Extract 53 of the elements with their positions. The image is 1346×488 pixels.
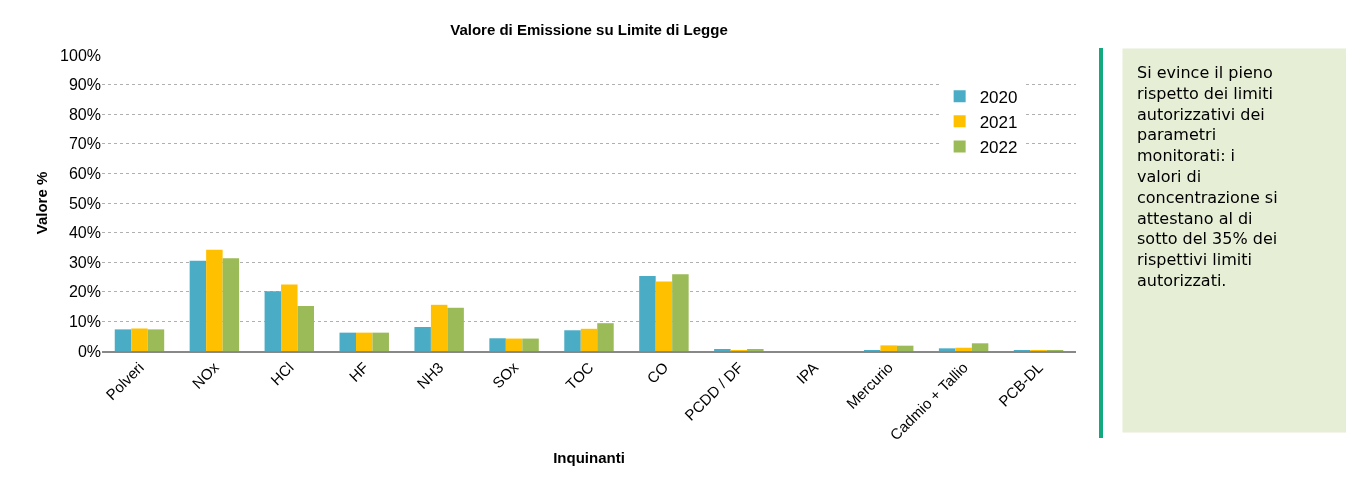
chart-title: Valore di Emissione su Limite di Legge (450, 21, 728, 39)
bar (206, 249, 223, 351)
bar (938, 348, 956, 351)
bar (414, 327, 431, 351)
y-tick-label: 70% (68, 135, 101, 153)
y-tick-label: 20% (68, 283, 101, 301)
x-tick-label: HF (345, 358, 372, 385)
bar (430, 304, 448, 351)
x-tick-label: IPA (792, 358, 822, 387)
y-tick-label: 80% (68, 105, 101, 123)
y-tick-label: 10% (68, 313, 101, 330)
y-tick-label: 90% (68, 76, 101, 94)
bar (522, 338, 539, 351)
y-tick-label: 60% (68, 165, 101, 182)
bar (505, 338, 523, 351)
bar (222, 258, 240, 351)
x-tick-label: CO (643, 358, 672, 387)
x-axis-title: Inquinanti (553, 448, 625, 466)
bar (971, 343, 989, 351)
y-tick-label: 40% (68, 224, 101, 242)
bar (297, 306, 315, 351)
bar (672, 274, 689, 351)
bar (639, 276, 656, 351)
bar (372, 332, 389, 351)
y-tick-label: 50% (68, 194, 101, 212)
bar (131, 328, 148, 351)
y-tick-label: 30% (68, 253, 101, 271)
legend-label: 2020 (979, 87, 1018, 107)
bar (355, 332, 373, 351)
bar (955, 347, 972, 351)
bar (489, 338, 506, 351)
bar (896, 345, 914, 351)
bar (339, 332, 356, 351)
y-tick-label: 100% (60, 46, 101, 64)
bar (281, 284, 298, 351)
bar (147, 329, 165, 351)
bar (580, 328, 598, 351)
bar (114, 329, 132, 351)
bar (189, 260, 207, 351)
y-axis-title: Valore % (33, 171, 51, 235)
x-tick-label: HCl (267, 358, 297, 389)
bar (880, 345, 897, 351)
bar (597, 323, 614, 351)
x-tick-label: SOx (488, 358, 522, 392)
x-tick-label: TOC (562, 358, 597, 393)
text: Si evince il pieno rispetto dei limiti autorizzativi dei parametri monitorati: i valori di concentrazione si attestano al di sotto del 35% dei rispettivi limiti autorizzati. (1137, 63, 1278, 290)
bar (564, 330, 581, 351)
bar (655, 281, 673, 351)
legend-label: 2021 (979, 112, 1018, 132)
y-tick-label: 0% (77, 342, 101, 360)
legend-label: 2022 (979, 138, 1018, 158)
bar (264, 291, 282, 351)
bar (447, 307, 464, 351)
